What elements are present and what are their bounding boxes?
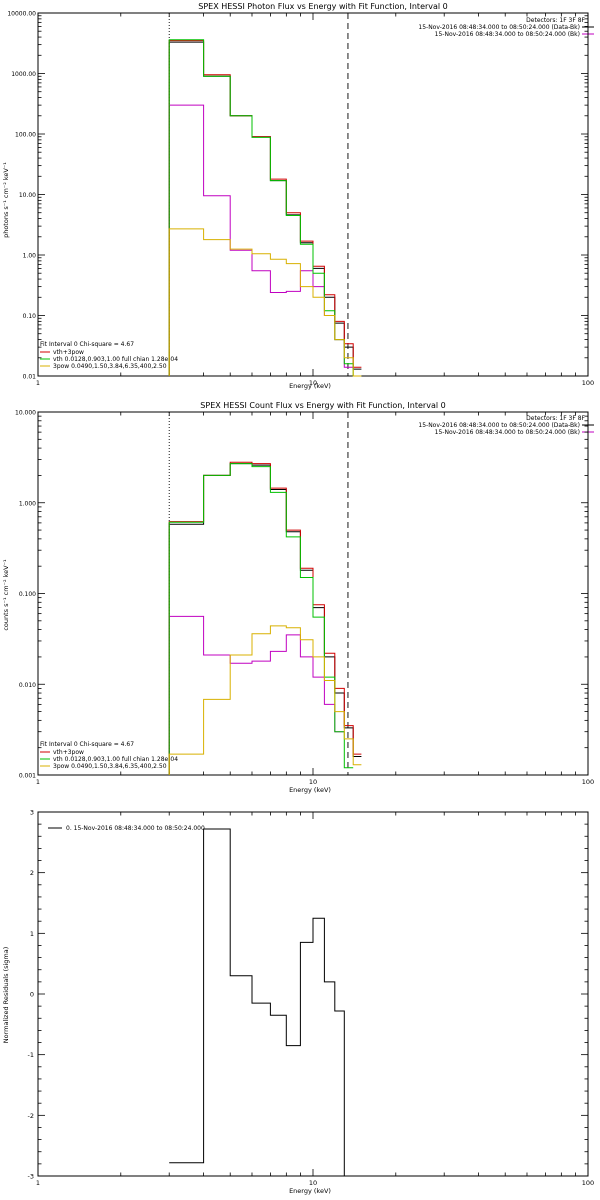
- series-line-2-2: [168, 461, 362, 775]
- plot-frame-1: [37, 12, 589, 377]
- y-tick-label: 2: [30, 869, 34, 877]
- series-line-2-3: [168, 463, 354, 775]
- y-tick-label: 1.00: [23, 253, 37, 260]
- y-tick-label: 3: [30, 809, 34, 817]
- y-tick-label: -3: [28, 1173, 34, 1181]
- series-line-2-0: [168, 463, 362, 775]
- y-tick-label: 1: [30, 930, 34, 938]
- y-tick-label: -2: [28, 1112, 34, 1120]
- panel3-legend: 0. 15-Nov-2016 08:48:34.000 to 08:50:24.…: [66, 825, 205, 832]
- x-tick-label: 100: [582, 1179, 594, 1187]
- series-line-1-1: [168, 104, 354, 376]
- series-line-1-2: [168, 40, 362, 376]
- photon-flux-panel: SPEX HESSI Photon Flux vs Energy with Fi…: [2, 2, 594, 390]
- y-tick-label: -1: [28, 1051, 34, 1059]
- panel1-legend-bk: 15-Nov-2016 08:48:34.000 to 08:50:24.000…: [435, 31, 580, 38]
- plot-area-1: 1 10 100 0.01 0.10 1.00 10.00 100.00 1000.00 1000…: [7, 11, 594, 388]
- series-line-1-0: [168, 41, 362, 376]
- y-tick-label: 0.10: [23, 313, 37, 320]
- panel2-fit-line-2: 3pow 0.0490,1.50,3.84,6.35,400,2.50: [53, 763, 167, 770]
- series-line-3-0: [169, 828, 345, 1176]
- panel1-fit-line-2: 3pow 0.0490,1.50,3.84,6.35,400,2.50: [53, 363, 167, 370]
- panel1-title: SPEX HESSI Photon Flux vs Energy with Fi…: [198, 2, 448, 11]
- y-tick-label: 1000.00: [11, 71, 36, 78]
- panel2-legend-bk: 15-Nov-2016 08:48:34.000 to 08:50:24.000…: [435, 429, 580, 436]
- panel2-xlabel: Energy (keV): [289, 786, 331, 794]
- y-tick-label: 0.001: [19, 773, 36, 780]
- y-tick-label: 10000.00: [7, 11, 36, 18]
- x-tick-label: 10: [309, 778, 317, 786]
- panel2-fit-header: Fit Interval 0 Chi-square = 4.67: [40, 741, 134, 748]
- panel2-legend-data: 15-Nov-2016 08:48:34.000 to 08:50:24.000…: [418, 422, 580, 429]
- x-tick-label: 100: [582, 379, 594, 387]
- panel1-ylabel: photons s⁻¹ cm⁻² keV⁻¹: [2, 162, 10, 238]
- x-tick-label: 1: [36, 1179, 40, 1187]
- plot-area-2: 1 10 100 0.001 0.010 0.100 1.000 10.000: [15, 410, 594, 787]
- panel1-xlabel: Energy (keV): [289, 382, 331, 390]
- count-flux-panel: SPEX HESSI Count Flux vs Energy with Fit…: [2, 401, 594, 794]
- series-line-2-1: [168, 615, 345, 775]
- panel1-fit-line-1: vth 0.0128,0.903,1.00 full chian 1.28e-0…: [53, 356, 178, 363]
- residuals-panel: 0. 15-Nov-2016 08:48:34.000 to 08:50:24.…: [2, 825, 331, 1195]
- panel1-fit-line-0: vth+3pow: [53, 349, 84, 356]
- plot-area-3: 1 10 100 -3 -2 -1 0 1 2 3: [28, 809, 595, 1188]
- y-tick-label: 1.000: [19, 500, 36, 507]
- series-line-1-3: [168, 39, 362, 377]
- y-tick-label: 10.00: [19, 192, 36, 199]
- y-tick-label: 0.01: [23, 374, 37, 381]
- x-tick-label: 10: [309, 379, 317, 387]
- panel2-fit-line-1: vth 0.0128,0.903,1.00 full chian 1.28e-0…: [53, 756, 178, 763]
- y-tick-label: 10.000: [15, 410, 36, 417]
- series-line-1-4: [168, 228, 362, 377]
- plot-frame-3: [37, 811, 589, 1177]
- panel2-fit-line-0: vth+3pow: [53, 749, 84, 756]
- y-tick-label: 0.010: [19, 682, 36, 689]
- panel1-detectors: Detectors: 1F 3F 8F: [526, 17, 585, 24]
- y-tick-label: 100.00: [15, 132, 36, 139]
- panel2-ylabel: counts s⁻¹ cm⁻² keV⁻¹: [2, 559, 10, 631]
- y-tick-label: 0.100: [19, 591, 36, 598]
- panel1-fit-header: Fit Interval 0 Chi-square = 4.67: [40, 341, 134, 348]
- y-tick-label: 0: [30, 991, 34, 999]
- x-tick-label: 1: [36, 379, 40, 387]
- panel3-ylabel: Normalized Residuals (sigma): [2, 947, 10, 1044]
- panel2-detectors: Detectors: 1F 3F 8F: [526, 415, 585, 422]
- x-tick-label: 10: [309, 1179, 317, 1187]
- panel2-title: SPEX HESSI Count Flux vs Energy with Fit…: [200, 401, 445, 410]
- x-tick-label: 1: [36, 778, 40, 786]
- x-tick-label: 100: [582, 778, 594, 786]
- series-line-2-4: [168, 625, 362, 775]
- panel1-legend-data: 15-Nov-2016 08:48:34.000 to 08:50:24.000…: [418, 24, 580, 31]
- panel3-xlabel: Energy (keV): [289, 1187, 331, 1195]
